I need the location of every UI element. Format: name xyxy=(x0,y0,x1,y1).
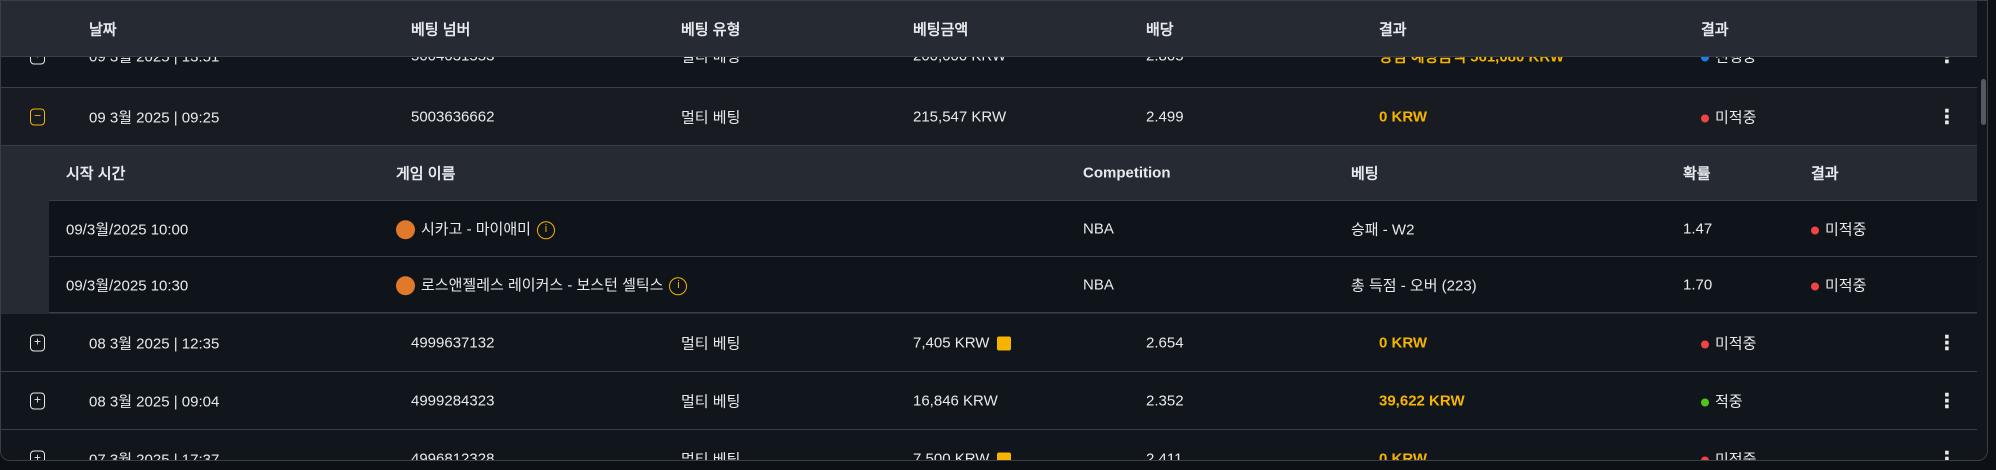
column-header[interactable]: 베팅 넘버 xyxy=(411,21,471,38)
bet-amount-cell: 7,500 KRW xyxy=(913,450,1012,461)
payout: 39,622 KRW xyxy=(1379,392,1465,409)
column-header[interactable]: 배당 xyxy=(1146,21,1174,38)
start-time: 09/3월/2025 10:00 xyxy=(66,221,189,238)
game-name: 로스앤젤레스 레이커스 - 보스턴 셀틱스 xyxy=(421,276,664,294)
column-header[interactable]: 결과 xyxy=(1379,21,1407,38)
status-badge: 미적중 xyxy=(1701,106,1756,127)
scrollbar[interactable] xyxy=(1981,79,1986,125)
details-column-header: 시작 시간 xyxy=(66,165,126,183)
bet-history-table: 날짜 베팅 넘버 베팅 유형 베팅금액 배당 결과 결과 시작 시간 게임 이름 Competi… xyxy=(0,0,1988,461)
bet-amount-cell: 215,547 KRW xyxy=(913,108,1006,125)
bet-details-panel: 시작 시간 게임 이름 Competition 베팅 확률 결과 09/3월/2025 1… xyxy=(1,146,1977,314)
game-name-cell: 로스앤젤레스 레이커스 - 보스턴 셀틱스 i xyxy=(396,274,688,296)
bet-selection: 총 득점 - 오버 (223) xyxy=(1351,277,1477,294)
column-header[interactable]: 날짜 xyxy=(89,21,117,38)
odds: 2.352 xyxy=(1146,392,1184,409)
competition: NBA xyxy=(1083,220,1114,237)
bet-type: 멀티 베팅 xyxy=(681,451,741,461)
table-header: 날짜 베팅 넘버 베팅 유형 베팅금액 배당 결과 결과 xyxy=(1,1,1977,57)
status-dot xyxy=(1701,53,1709,62)
bet-type: 멀티 베팅 xyxy=(681,335,741,352)
info-icon[interactable]: i xyxy=(669,276,688,295)
expand-icon[interactable]: + xyxy=(30,450,45,460)
competition: NBA xyxy=(1083,276,1114,293)
table-row[interactable]: − 09 3월 2025 | 09:25 5003636662 멀티 베팅 21… xyxy=(1,88,1977,146)
collapse-icon[interactable]: − xyxy=(30,108,45,125)
odds: 2.411 xyxy=(1146,450,1183,461)
odds: 2.499 xyxy=(1146,108,1184,125)
payout: 0 KRW xyxy=(1379,334,1428,351)
bet-amount: 215,547 KRW xyxy=(913,108,1007,125)
status-text: 미적중 xyxy=(1715,335,1757,352)
bet-type: 멀티 베팅 xyxy=(681,109,741,126)
table-row[interactable]: + 08 3월 2025 | 09:04 4999284323 멀티 베팅 16… xyxy=(1,372,1977,430)
status-text: 미적중 xyxy=(1825,221,1867,238)
probability: 1.70 xyxy=(1683,276,1713,293)
details-column-header: 확률 xyxy=(1683,165,1711,183)
column-header[interactable]: 베팅금액 xyxy=(913,21,969,38)
details-column-header: 베팅 xyxy=(1351,165,1379,183)
bet-number: 4996812328 xyxy=(411,450,495,461)
bet-amount-cell: 7,405 KRW xyxy=(913,334,1012,351)
kebab-menu-icon[interactable]: ⋮ xyxy=(1937,448,1957,461)
bet-type: 멀티 베팅 xyxy=(681,393,741,410)
status-dot xyxy=(1811,226,1819,235)
bet-amount: 7,405 KRW xyxy=(913,334,990,351)
status-badge: 적중 xyxy=(1701,390,1743,411)
selection-status: 미적중 xyxy=(1811,218,1866,239)
status-text: 적중 xyxy=(1715,393,1743,410)
game-name: 시카고 - 마이애미 xyxy=(421,220,531,238)
kebab-menu-icon[interactable]: ⋮ xyxy=(1937,390,1957,412)
details-column-header: 결과 xyxy=(1811,165,1839,183)
kebab-menu-icon[interactable]: ⋮ xyxy=(1937,106,1957,128)
bet-amount: 16,846 KRW xyxy=(913,392,998,409)
bet-number: 4999284323 xyxy=(411,392,495,409)
status-badge: 미적중 xyxy=(1701,332,1756,353)
status-text: 미적중 xyxy=(1825,277,1867,294)
start-time: 09/3월/2025 10:30 xyxy=(66,277,189,294)
bet-date: 07 3월 2025 | 17:37 xyxy=(89,451,220,461)
payout: 0 KRW xyxy=(1379,108,1428,125)
status-dot xyxy=(1811,282,1819,291)
expand-icon[interactable]: + xyxy=(30,334,45,351)
details-row: 09/3월/2025 10:30 로스앤젤레스 레이커스 - 보스턴 셀틱스 i … xyxy=(49,257,1977,313)
bet-date: 08 3월 2025 | 12:35 xyxy=(89,335,220,352)
game-name-cell: 시카고 - 마이애미 i xyxy=(396,218,555,240)
details-column-header: 게임 이름 xyxy=(396,165,456,183)
info-icon[interactable]: i xyxy=(536,220,555,239)
bet-selection: 승패 - W2 xyxy=(1351,221,1415,238)
status-text: 미적중 xyxy=(1715,451,1757,461)
details-column-header: Competition xyxy=(1083,164,1171,182)
gift-icon xyxy=(997,336,1012,351)
bet-number: 5003636662 xyxy=(411,108,495,125)
basketball-icon xyxy=(396,276,415,296)
column-header[interactable]: 베팅 유형 xyxy=(681,21,741,38)
status-badge: 미적중 xyxy=(1701,448,1757,461)
status-dot xyxy=(1701,456,1709,460)
bet-number: 4999637132 xyxy=(411,334,495,351)
payout: 0 KRW xyxy=(1379,450,1428,461)
status-text: 미적중 xyxy=(1715,109,1757,126)
table-row[interactable]: + 07 3월 2025 | 17:37 4996812328 멀티 베팅 7,… xyxy=(1,430,1977,461)
basketball-icon xyxy=(396,220,415,240)
status-dot xyxy=(1701,114,1709,123)
bet-date: 09 3월 2025 | 09:25 xyxy=(89,109,220,126)
selection-status: 미적중 xyxy=(1811,274,1866,295)
status-dot xyxy=(1701,398,1709,407)
details-row: 09/3월/2025 10:00 시카고 - 마이애미 i NBA 승패 - W2… xyxy=(49,201,1977,257)
bet-amount: 7,500 KRW xyxy=(913,450,990,461)
kebab-menu-icon[interactable]: ⋮ xyxy=(1937,332,1957,354)
column-header[interactable]: 결과 xyxy=(1701,21,1729,38)
bet-date: 08 3월 2025 | 09:04 xyxy=(89,393,220,410)
odds: 2.654 xyxy=(1146,334,1184,351)
details-header: 시작 시간 게임 이름 Competition 베팅 확률 결과 xyxy=(49,146,1977,201)
status-dot xyxy=(1701,340,1709,349)
expand-icon[interactable]: + xyxy=(30,392,45,409)
bet-amount-cell: 16,846 KRW xyxy=(913,392,998,409)
probability: 1.47 xyxy=(1683,220,1713,237)
gift-icon xyxy=(997,452,1012,460)
table-row[interactable]: + 08 3월 2025 | 12:35 4999637132 멀티 베팅 7,… xyxy=(1,314,1977,372)
